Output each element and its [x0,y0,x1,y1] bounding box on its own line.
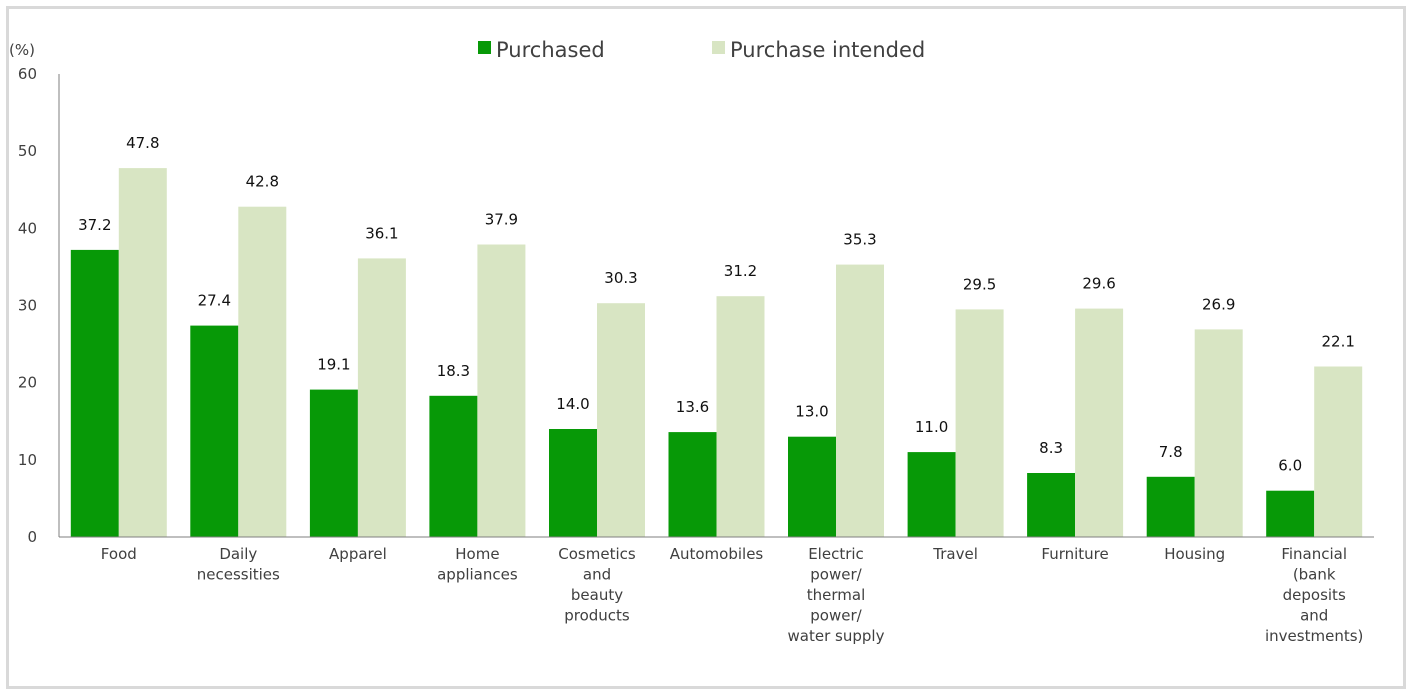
x-axis: Food Daily necessities Apparel Home appliance… [59,536,1374,645]
bar-intended-6 [716,296,765,537]
bar-purchased-9 [1027,473,1076,537]
label-intended-8: 29.5 [963,275,996,293]
legend: Purchased Purchase intended [478,38,925,62]
label-intended-7: 35.3 [843,231,876,249]
label-purchased-11: 6.0 [1278,457,1302,475]
legend-label-2: Purchase intended [730,38,925,62]
y-tick-label: 40 [18,219,37,237]
y-tick-label: 60 [18,65,37,83]
label-purchased-3: 19.1 [317,356,350,374]
label-intended-11: 22.1 [1321,333,1354,351]
label-purchased-7: 13.0 [795,403,828,421]
label-purchased-5: 14.0 [556,395,589,413]
x-category-label-9: Furniture [1041,545,1108,563]
y-tick-label: 20 [18,374,37,392]
label-purchased-4: 18.3 [437,362,470,380]
bar-purchased-8 [907,452,956,537]
label-purchased-8: 11.0 [915,418,948,436]
label-purchased-9: 8.3 [1039,439,1063,457]
bar-purchased-5 [549,429,597,537]
bar-intended-11 [1314,366,1363,537]
y-tick-label: 50 [18,142,37,160]
bar-purchased-1 [70,249,119,537]
bar-purchased-10 [1146,476,1195,537]
y-tick-label: 30 [18,297,37,315]
legend-label-1: Purchased [496,38,605,62]
bar-purchased-3 [309,389,358,537]
label-intended-3: 36.1 [365,224,398,242]
x-category-label-3: Apparel [329,545,387,563]
y-tick-label: 0 [27,528,37,546]
bar-intended-4 [477,244,526,537]
bar-intended-10 [1194,329,1243,537]
label-purchased-1: 37.2 [78,216,111,234]
label-intended-9: 29.6 [1082,275,1115,293]
bars [70,168,1363,537]
label-purchased-10: 7.8 [1159,443,1183,461]
x-category-label-2: Daily necessities [197,545,280,584]
label-intended-1: 47.8 [126,134,159,152]
y-axis: 0 10 20 30 40 50 60 (%) [9,41,60,546]
legend-swatch-1 [478,41,491,54]
x-category-label-11: Financial (bank deposits and investments) [1265,545,1363,645]
label-intended-2: 42.8 [246,173,279,191]
bar-intended-9 [1075,308,1124,537]
x-category-label-8: Travel [932,545,978,563]
bar-intended-8 [955,309,1004,537]
data-labels: 37.2 47.8 27.4 42.8 19.1 36.1 18.3 37.9 14.0 30.3… [78,134,1355,475]
y-unit-label: (%) [9,41,35,59]
label-purchased-2: 27.4 [198,292,231,310]
x-category-label-1: Food [101,545,137,563]
label-intended-10: 26.9 [1202,295,1235,313]
bar-intended-2 [238,206,287,537]
bar-purchased-4 [429,395,478,537]
label-intended-6: 31.2 [724,262,757,280]
label-intended-4: 37.9 [485,211,518,229]
x-category-label-5: Cosmetics and beauty products [558,545,636,625]
x-category-label-7: Electric power/thermal power/water supply [788,545,885,645]
bar-purchased-6 [668,432,717,537]
bar-purchased-2 [190,325,239,537]
label-purchased-6: 13.6 [676,398,709,416]
bar-intended-5 [597,303,645,537]
bar-intended-1 [118,168,167,537]
bar-purchased-7 [788,436,836,537]
legend-swatch-2 [712,41,725,54]
x-category-label-6: Automobiles [670,545,764,563]
x-category-label-10: Housing [1164,545,1225,563]
bar-purchased-11 [1266,490,1315,537]
y-tick-label: 10 [18,451,37,469]
bar-intended-3 [357,258,406,537]
x-category-label-4: Home appliances [437,545,518,584]
label-intended-5: 30.3 [604,269,637,287]
bar-intended-7 [836,264,884,537]
